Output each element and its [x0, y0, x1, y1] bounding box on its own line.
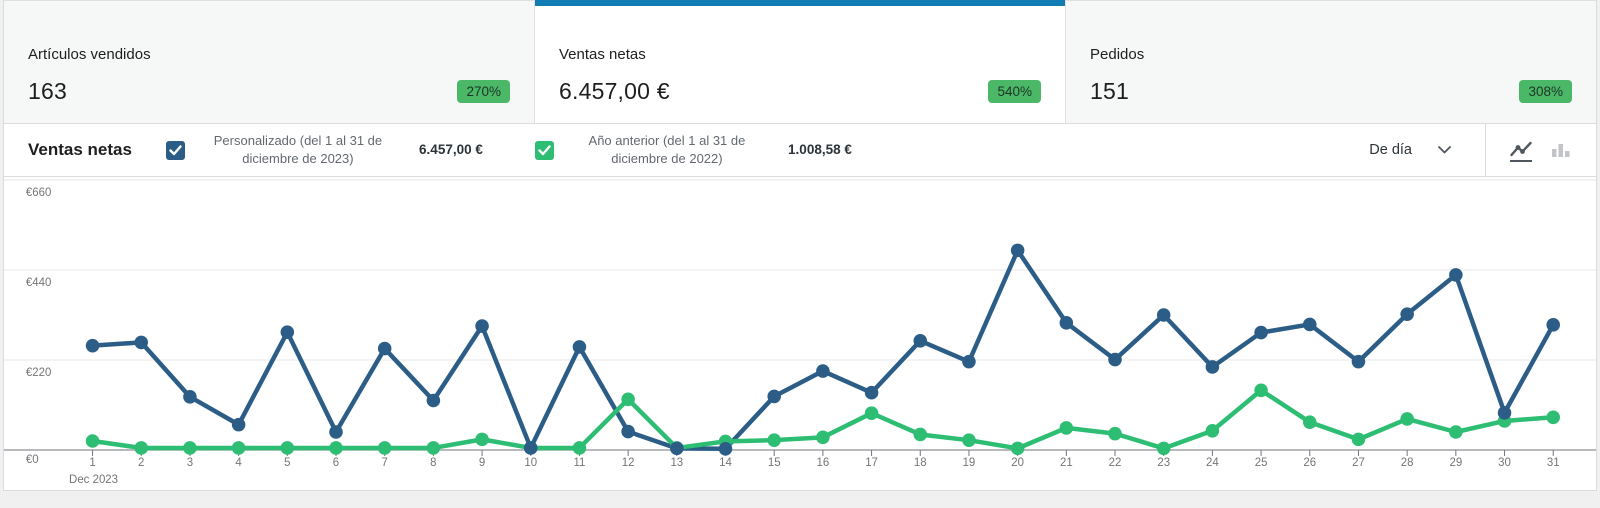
line-chart-button[interactable]	[1508, 137, 1534, 164]
svg-text:16: 16	[817, 457, 830, 469]
card-label: Ventas netas	[559, 45, 646, 63]
svg-text:24: 24	[1206, 457, 1219, 469]
chart-header: Ventas netas Personalizado (del 1 al 31 …	[4, 123, 1596, 177]
chart-type-toggle	[1486, 137, 1596, 164]
svg-text:20: 20	[1011, 457, 1024, 469]
card-value: 151	[1090, 78, 1129, 104]
svg-text:25: 25	[1255, 457, 1268, 469]
svg-text:15: 15	[768, 457, 781, 469]
svg-text:18: 18	[914, 457, 927, 469]
legend-label: Año anterior (del 1 al 31 de diciembre d…	[588, 133, 746, 166]
svg-text:9: 9	[479, 457, 485, 469]
chart-title: Ventas netas	[28, 140, 132, 159]
svg-text:5: 5	[284, 457, 290, 469]
legend-value: 1.008,58 €	[788, 141, 852, 157]
selected-tab-accent-bar	[535, 0, 1065, 6]
card-label: Pedidos	[1090, 46, 1145, 63]
legend-item-current-period[interactable]: Personalizado (del 1 al 31 de diciembre …	[165, 132, 491, 167]
svg-text:3: 3	[187, 457, 193, 469]
svg-text:17: 17	[865, 457, 878, 469]
interval-dropdown-value: De día	[1369, 142, 1412, 158]
svg-text:29: 29	[1449, 457, 1462, 469]
bar-chart-icon	[1552, 143, 1570, 157]
svg-text:13: 13	[670, 457, 683, 469]
svg-text:26: 26	[1303, 457, 1316, 469]
card-label: Artículos vendidos	[28, 46, 151, 63]
svg-text:Dec 2023: Dec 2023	[69, 474, 118, 486]
svg-text:11: 11	[574, 457, 586, 469]
svg-text:30: 30	[1498, 457, 1511, 469]
svg-text:10: 10	[524, 457, 537, 469]
svg-text:2: 2	[138, 457, 144, 469]
svg-text:8: 8	[430, 457, 436, 469]
summary-cards-row: Artículos vendidos 163 270% Ventas netas…	[4, 0, 1596, 124]
card-value: 163	[28, 78, 67, 104]
checkbox-checked-icon[interactable]	[165, 140, 185, 160]
chart-legend: Personalizado (del 1 al 31 de diciembre …	[165, 132, 860, 167]
legend-label: Personalizado (del 1 al 31 de diciembre …	[213, 133, 383, 166]
summary-card-items-sold[interactable]: Artículos vendidos 163 270%	[4, 0, 535, 123]
svg-text:21: 21	[1060, 457, 1073, 469]
legend-value: 6.457,00 €	[419, 141, 483, 157]
summary-card-net-sales[interactable]: Ventas netas 6.457,00 € 540%	[535, 0, 1066, 123]
svg-text:6: 6	[333, 457, 339, 469]
svg-text:19: 19	[963, 457, 976, 469]
chart-header-controls: De día	[1369, 123, 1596, 177]
svg-text:€660: €660	[26, 187, 51, 199]
interval-dropdown[interactable]: De día	[1369, 142, 1485, 158]
chevron-down-icon	[1438, 146, 1451, 154]
svg-text:4: 4	[235, 457, 242, 469]
net-sales-report-panel: Artículos vendidos 163 270% Ventas netas…	[3, 0, 1597, 491]
trend-badge: 308%	[1519, 80, 1572, 103]
active-underline	[1510, 159, 1532, 162]
trend-badge: 540%	[988, 79, 1041, 103]
svg-text:€440: €440	[26, 277, 51, 289]
checkbox-checked-icon[interactable]	[534, 140, 554, 160]
svg-text:14: 14	[719, 457, 732, 469]
svg-text:€220: €220	[26, 367, 51, 379]
svg-text:7: 7	[381, 457, 387, 469]
active-underline	[1550, 160, 1572, 162]
svg-text:12: 12	[622, 457, 635, 469]
svg-text:28: 28	[1401, 457, 1414, 469]
bar-chart-button[interactable]	[1548, 137, 1574, 164]
card-value: 6.457,00 €	[559, 77, 670, 104]
svg-text:27: 27	[1352, 457, 1365, 469]
svg-text:22: 22	[1109, 457, 1122, 469]
svg-text:31: 31	[1547, 457, 1560, 469]
legend-item-previous-year[interactable]: Año anterior (del 1 al 31 de diciembre d…	[534, 132, 860, 167]
chart-area: €0 €220 €440 €660 1 2 3 4 5 6 7 8 9 10 11 12 13 14 15 16 17 1…	[4, 177, 1596, 490]
header-divider	[1485, 123, 1486, 177]
svg-text:1: 1	[89, 457, 95, 469]
summary-card-orders[interactable]: Pedidos 151 308%	[1066, 0, 1596, 123]
svg-text:€0: €0	[26, 454, 39, 466]
line-chart-icon	[1510, 141, 1532, 156]
trend-badge: 270%	[457, 80, 510, 103]
svg-text:23: 23	[1157, 457, 1170, 469]
